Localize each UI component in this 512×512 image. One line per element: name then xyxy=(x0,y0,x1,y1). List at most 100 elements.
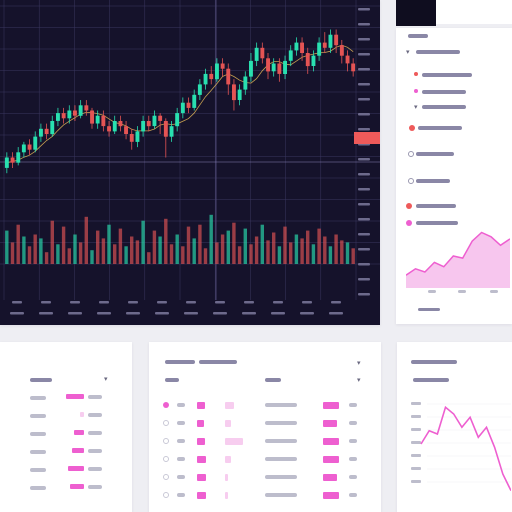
x-tick-label xyxy=(99,301,109,304)
row-value xyxy=(88,395,102,399)
row-value xyxy=(265,493,297,497)
value-bar xyxy=(197,492,206,499)
x-tick-label xyxy=(186,301,196,304)
panel-heading xyxy=(408,34,428,38)
volume-bar xyxy=(294,234,299,264)
row-value xyxy=(88,467,102,471)
list-item[interactable] xyxy=(416,179,450,183)
chevron-down-icon[interactable]: ▾ xyxy=(357,359,361,367)
x-tick-label xyxy=(41,301,51,304)
candle-body xyxy=(21,144,26,153)
row-value xyxy=(88,413,102,417)
volume-bar xyxy=(118,228,123,264)
chevron-down-icon[interactable]: ▾ xyxy=(357,376,361,384)
list-item[interactable] xyxy=(416,152,454,156)
column-header xyxy=(165,378,179,382)
candle-body xyxy=(197,84,202,95)
value-bar xyxy=(323,456,339,463)
x-tick-label xyxy=(68,312,82,315)
status-dot-red xyxy=(406,203,412,209)
volume-bar xyxy=(215,242,219,264)
list-item[interactable] xyxy=(416,50,460,54)
x-tick-label xyxy=(12,301,22,304)
row-label xyxy=(30,414,46,418)
radio-icon[interactable] xyxy=(163,474,169,480)
volume-bar xyxy=(340,240,344,264)
table-right xyxy=(397,342,512,512)
volume-bar xyxy=(44,252,49,264)
list-item[interactable] xyxy=(416,204,456,208)
list-item[interactable] xyxy=(418,126,462,130)
row-value xyxy=(265,457,297,461)
radio-icon[interactable] xyxy=(163,438,169,444)
radio-selected-icon[interactable] xyxy=(163,402,169,408)
volume-bar xyxy=(22,236,26,264)
x-tick-label xyxy=(155,312,169,315)
list-item[interactable] xyxy=(422,73,472,77)
status-dot-red xyxy=(414,72,418,76)
volume-bar xyxy=(61,226,66,264)
column-header xyxy=(413,378,449,382)
volume-bar xyxy=(232,222,236,264)
radio-icon[interactable] xyxy=(408,151,414,157)
radio-icon[interactable] xyxy=(163,456,169,462)
row-label xyxy=(30,486,46,490)
row-label xyxy=(177,493,185,497)
candle-body xyxy=(180,102,185,114)
row-label xyxy=(177,403,185,407)
candle-body xyxy=(39,128,43,137)
volume-bar xyxy=(164,218,168,264)
volume-bar xyxy=(84,216,88,264)
y-tick-label xyxy=(358,203,370,206)
candle-body xyxy=(175,113,180,127)
value-bar xyxy=(197,438,205,445)
value-bar xyxy=(225,438,243,445)
value-bar xyxy=(225,456,231,463)
candle-body xyxy=(339,45,344,56)
candle-body xyxy=(305,53,310,67)
chevron-down-icon[interactable]: ▾ xyxy=(406,48,410,56)
candle-body xyxy=(215,63,219,80)
chevron-down-icon[interactable]: ▾ xyxy=(104,375,108,383)
radio-icon[interactable] xyxy=(163,492,169,498)
x-tick-label xyxy=(215,301,225,304)
x-tick-label xyxy=(97,312,111,315)
row-value xyxy=(349,475,357,479)
candle-body xyxy=(78,105,83,116)
candle-body xyxy=(146,121,151,127)
candle-body xyxy=(101,115,106,127)
candle-body xyxy=(152,115,157,127)
candlestick-chart[interactable] xyxy=(0,0,380,325)
x-tick xyxy=(428,290,436,293)
candle-body xyxy=(260,47,265,59)
volume-bar xyxy=(67,248,71,264)
candle-body xyxy=(56,113,60,121)
x-tick-label xyxy=(302,301,312,304)
row-value xyxy=(265,403,297,407)
list-item[interactable] xyxy=(422,105,466,109)
candle-body xyxy=(271,63,276,72)
radio-icon[interactable] xyxy=(408,178,414,184)
list-item[interactable] xyxy=(416,221,458,225)
row-value xyxy=(349,439,357,443)
volume-bar xyxy=(90,250,94,264)
volume-bar xyxy=(328,246,333,264)
chevron-down-icon[interactable]: ▾ xyxy=(414,103,418,111)
candle-body xyxy=(249,60,253,77)
radio-icon[interactable] xyxy=(163,420,169,426)
volume-bar xyxy=(220,234,225,264)
area-fill xyxy=(406,232,510,288)
current-price-tag xyxy=(354,132,380,144)
list-item[interactable] xyxy=(422,90,466,94)
volume-bar xyxy=(27,246,32,264)
line-chart xyxy=(411,402,511,492)
volume-bar xyxy=(186,226,191,264)
candle-body xyxy=(322,42,327,48)
candlestick-chart-panel[interactable] xyxy=(0,0,380,325)
volume-bar xyxy=(345,242,350,264)
volume-bar xyxy=(39,238,43,264)
row-value xyxy=(265,439,297,443)
candle-body xyxy=(50,121,55,135)
candle-body xyxy=(16,152,21,163)
x-tick-label xyxy=(184,312,198,315)
